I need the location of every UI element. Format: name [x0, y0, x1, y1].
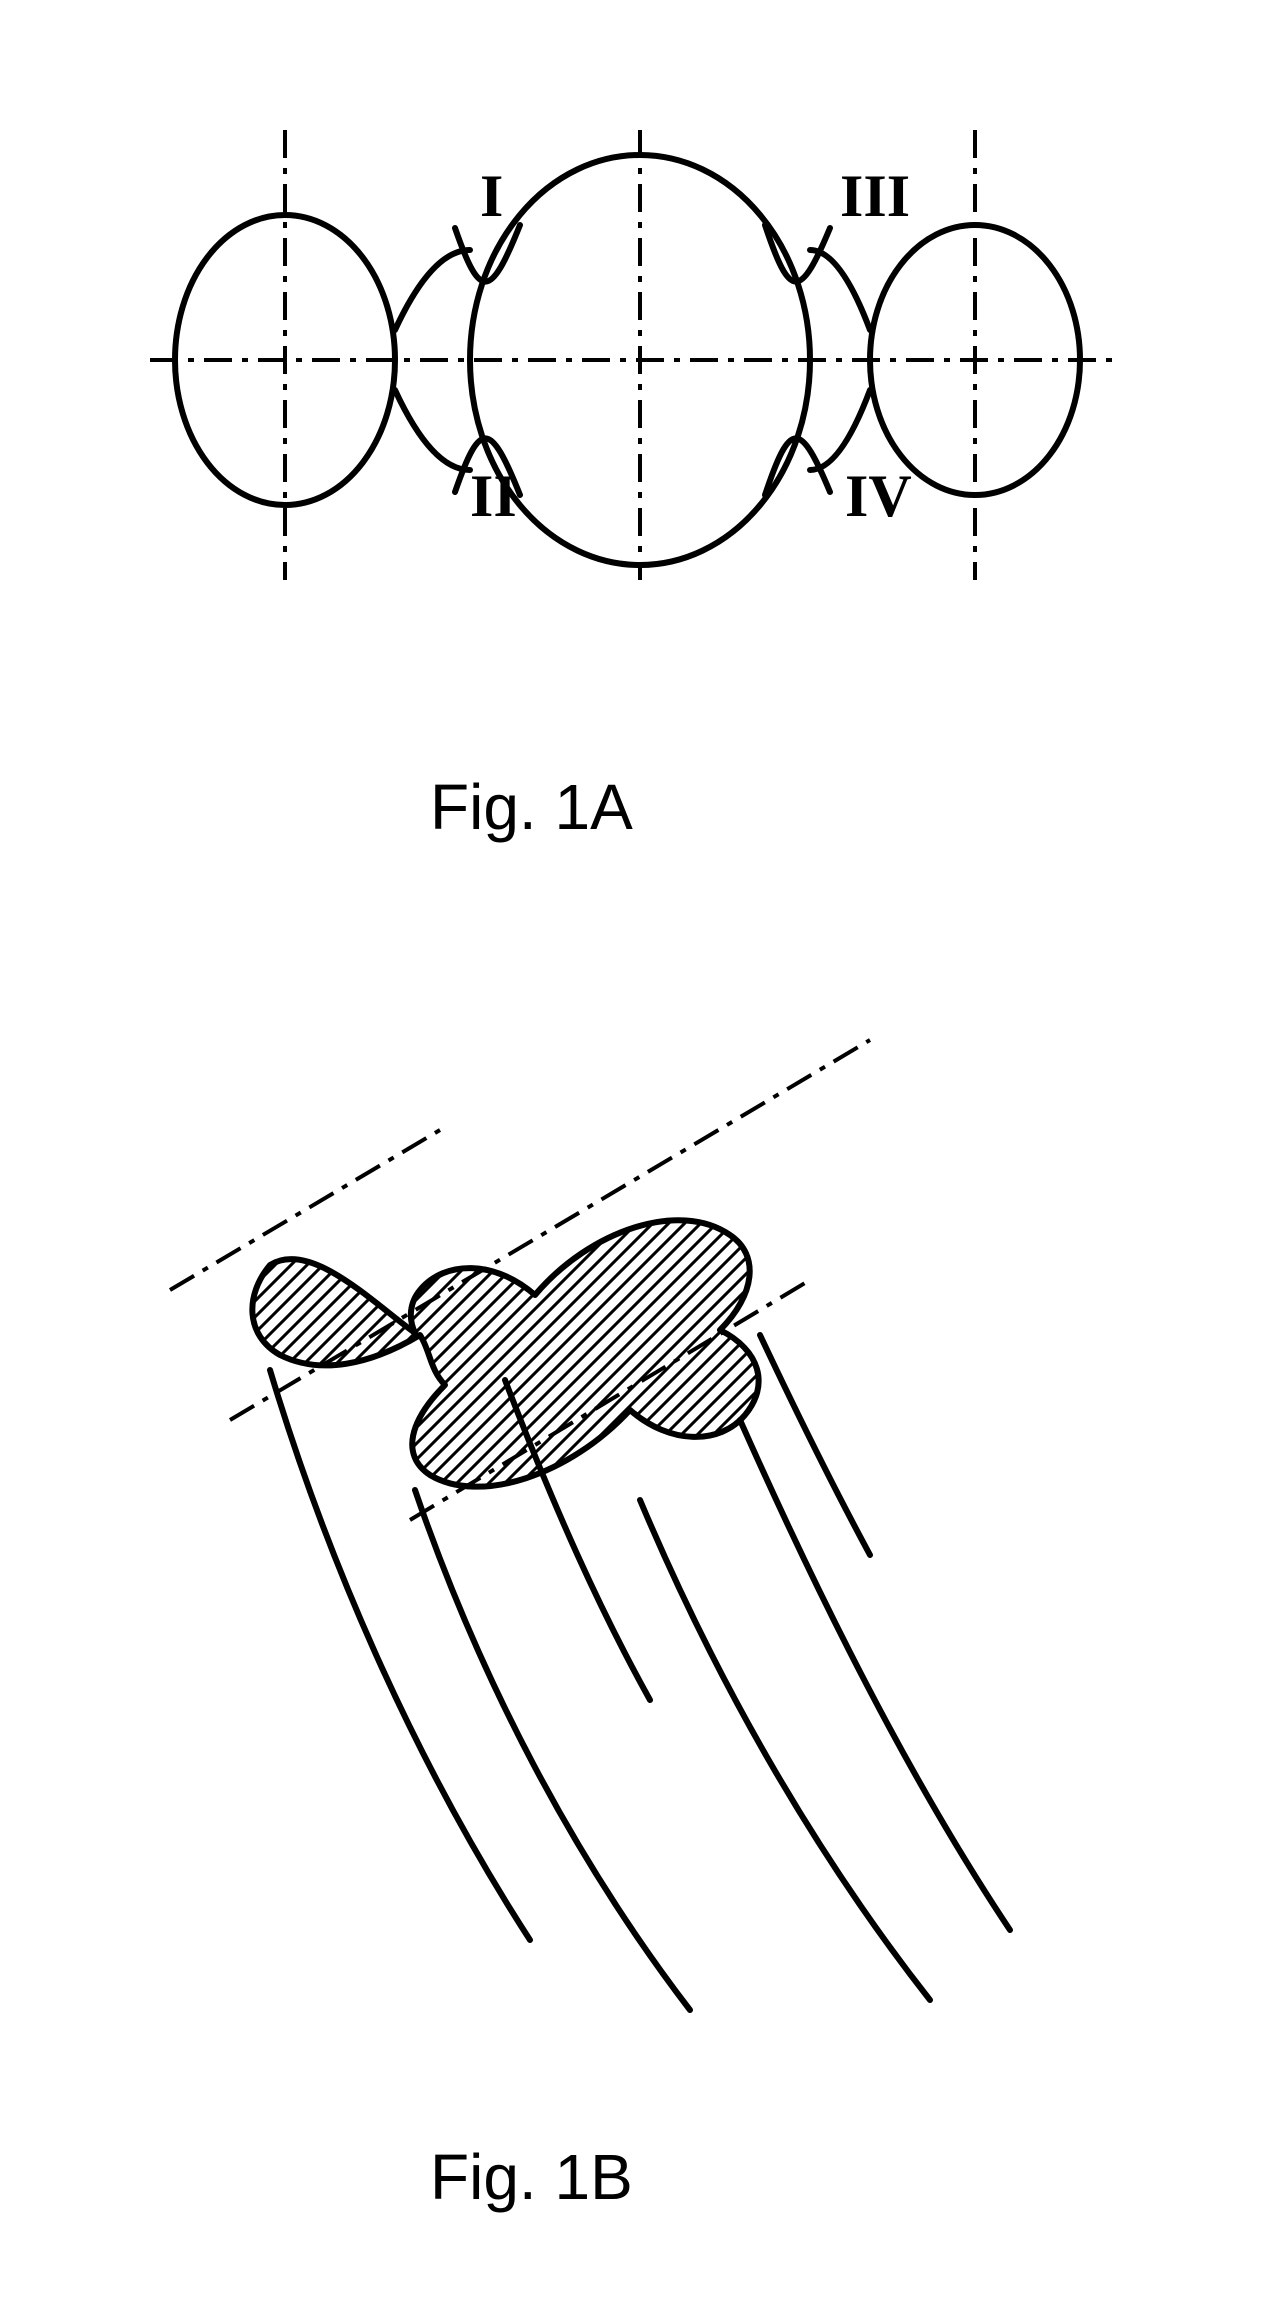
- page-container: I II III IV Fig. 1A Fig. 1B: [0, 0, 1278, 2301]
- label-region-III: III: [840, 162, 910, 231]
- label-region-II: II: [470, 462, 517, 531]
- figure-1a-svg: [0, 0, 1278, 700]
- label-region-IV: IV: [845, 462, 912, 531]
- caption-fig-1a: Fig. 1A: [430, 770, 633, 844]
- caption-fig-1b: Fig. 1B: [430, 2140, 633, 2214]
- figure-1b-svg: [0, 980, 1278, 2180]
- label-region-I: I: [480, 162, 503, 231]
